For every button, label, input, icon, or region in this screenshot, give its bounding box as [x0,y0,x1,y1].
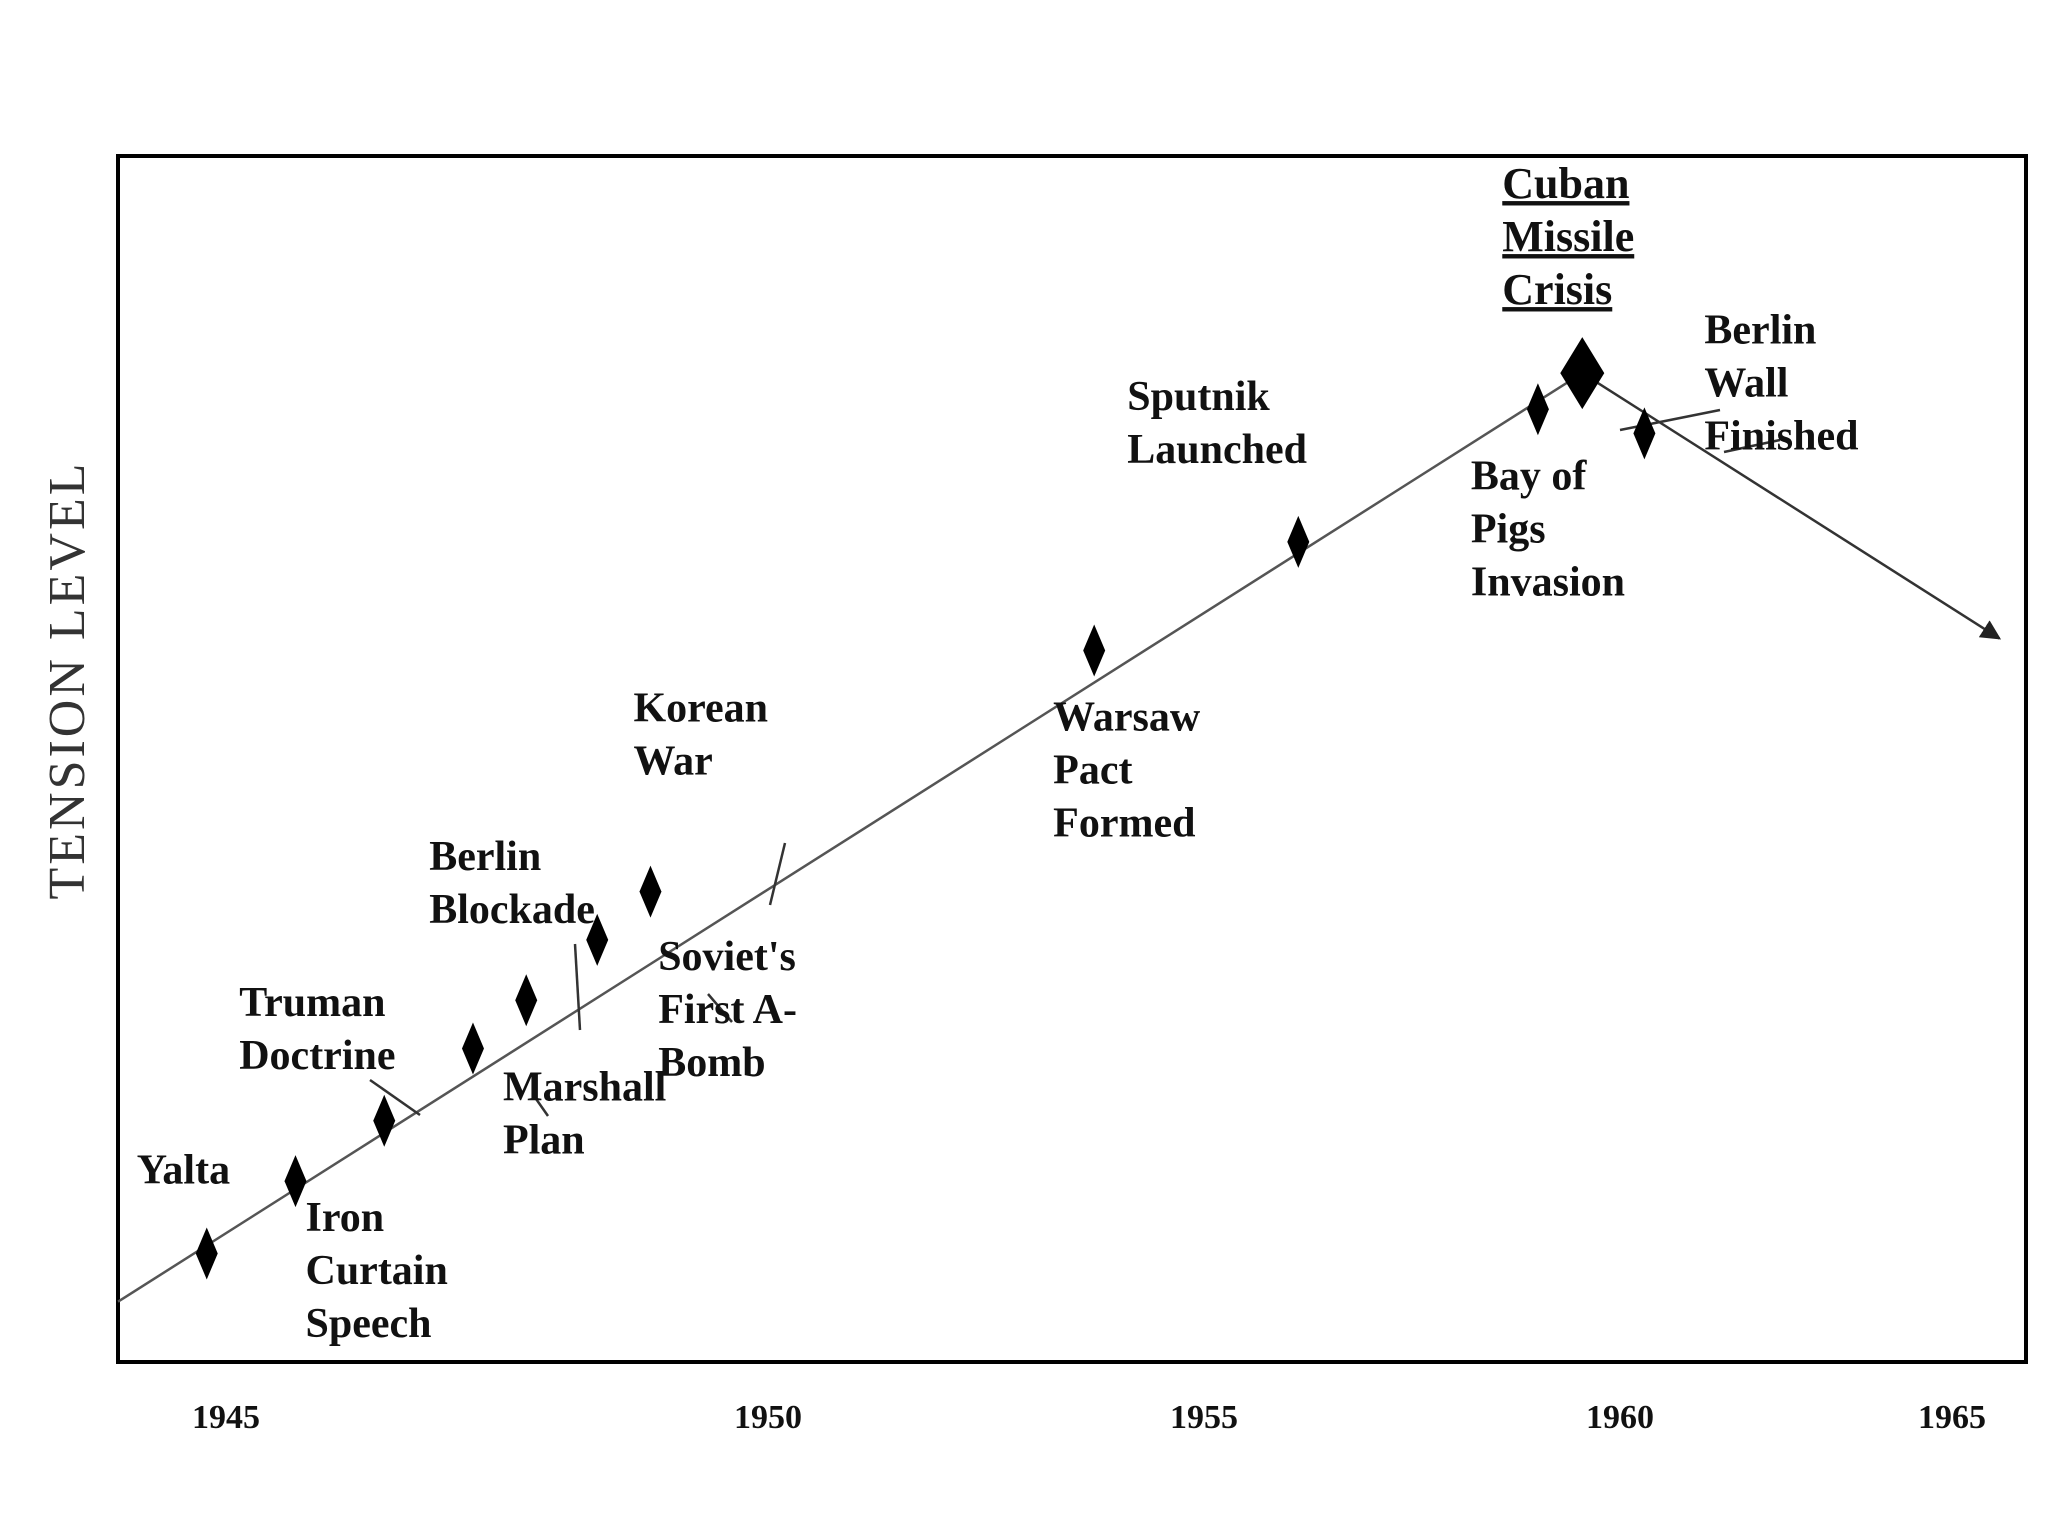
event-labels: Yalta Iron Curtain Speech Truman Doctrine Mars… [137,159,1859,1347]
label-line: Korean [633,686,768,732]
label-korean-war: Korean War [633,686,768,785]
label-berlin-wall: Berlin Wall Finished [1704,307,1858,459]
label-line: Warsaw [1053,694,1201,740]
marker-warsaw-pact [1083,624,1106,677]
label-line: Wall [1704,360,1788,406]
label-line: War [633,739,712,785]
label-truman-doctrine: Truman Doctrine [239,980,395,1079]
label-line: Missile [1502,212,1634,261]
label-cuban-missile-crisis: Cuban Missile Crisis [1502,159,1634,314]
label-line: Pact [1053,747,1132,793]
label-line: Doctrine [239,1033,395,1079]
marker-korean-war [639,865,662,918]
x-tick-1955: 1955 [1170,1399,1238,1436]
trend-line [117,372,1583,1303]
marker-sputnik [1287,515,1310,568]
decline-arrow-line [1581,372,2002,640]
label-line: Launched [1127,427,1307,473]
label-line: Iron [305,1195,384,1241]
marker-truman-doctrine [373,1094,396,1147]
label-yalta: Yalta [137,1147,230,1193]
event-markers [195,337,1656,1280]
x-tick-1965: 1965 [1918,1399,1986,1436]
label-line: Plan [503,1117,585,1163]
label-line: Soviet's [658,934,796,980]
x-tick-1945: 1945 [192,1399,260,1436]
label-line: Berlin [1704,307,1816,353]
label-warsaw-pact: Warsaw Pact Formed [1053,694,1201,846]
label-berlin-blockade: Berlin Blockade [429,834,595,933]
leader-lines [369,408,1781,1117]
label-line: Curtain [305,1248,447,1294]
label-sputnik: Sputnik Launched [1127,374,1307,473]
marker-yalta [195,1227,218,1280]
label-line: First A- [658,987,797,1033]
label-line: Finished [1704,413,1858,459]
marker-cuban-missile-crisis [1560,337,1605,410]
label-line: Crisis [1502,265,1612,314]
marker-iron-curtain [284,1155,307,1208]
marker-marshall-plan [461,1022,484,1075]
label-line: Yalta [137,1147,230,1193]
label-line: Truman [239,980,385,1026]
label-line: Sputnik [1127,374,1270,420]
plot-frame [116,154,2028,1364]
marker-soviet-first-abomb [586,913,609,966]
label-line: Marshall [503,1064,666,1110]
label-iron-curtain: Iron Curtain Speech [305,1195,447,1347]
label-line: Cuban [1502,159,1629,208]
label-line: Bay of [1471,453,1588,499]
label-bay-of-pigs: Bay of Pigs Invasion [1471,453,1625,605]
label-soviet-first-abomb: Soviet's First A- Bomb [658,934,797,1086]
label-line: Formed [1053,800,1195,846]
label-line: Speech [305,1301,431,1347]
label-line: Bomb [658,1040,765,1086]
x-tick-1960: 1960 [1586,1399,1654,1436]
marker-berlin-wall [1633,407,1656,460]
x-tick-1950: 1950 [734,1399,802,1436]
label-line: Invasion [1471,559,1625,605]
label-line: Pigs [1471,506,1546,552]
marker-bay-of-pigs [1526,383,1549,436]
marker-berlin-blockade [515,974,538,1027]
label-marshall-plan: Marshall Plan [503,1064,666,1163]
y-axis-title: TENSION LEVEL [39,460,96,899]
label-line: Blockade [429,887,595,933]
label-line: Berlin [429,834,541,880]
